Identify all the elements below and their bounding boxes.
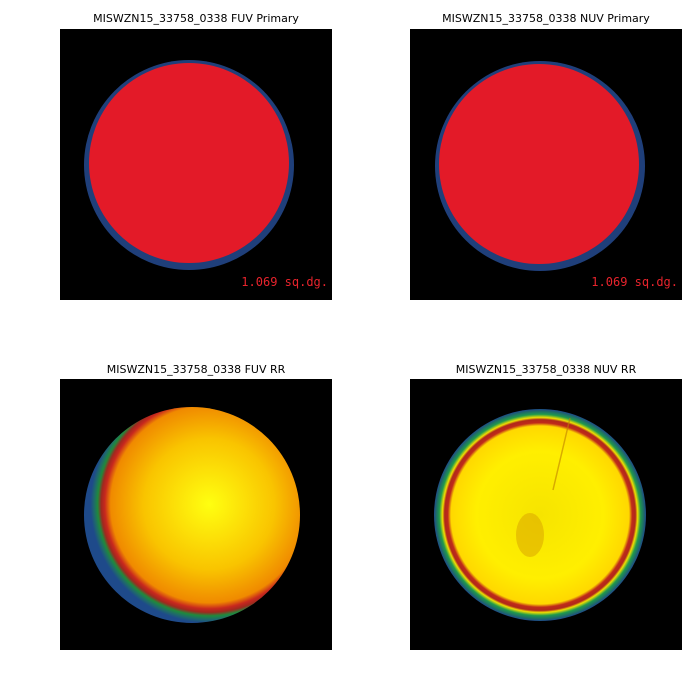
panel: MISWZN15_33758_0338 FUV Primary 1.069 sq… [60, 12, 332, 300]
panel-title: MISWZN15_33758_0338 FUV Primary [93, 12, 299, 25]
artifact [516, 513, 544, 557]
panel-title: MISWZN15_33758_0338 NUV RR [456, 363, 637, 376]
panel: MISWZN15_33758_0338 NUV RR [410, 363, 682, 650]
response-map [434, 409, 646, 621]
panel: MISWZN15_33758_0338 FUV RR [60, 363, 332, 650]
artifact [552, 417, 571, 491]
area-label: 1.069 sq.dg. [591, 275, 678, 289]
panel-title: MISWZN15_33758_0338 FUV RR [107, 363, 286, 376]
response-map [84, 407, 300, 623]
panel: MISWZN15_33758_0338 NUV Primary 1.069 sq… [410, 12, 682, 300]
coverage-area [439, 64, 639, 264]
area-label: 1.069 sq.dg. [241, 275, 328, 289]
coverage-area [89, 63, 289, 263]
panel-title: MISWZN15_33758_0338 NUV Primary [442, 12, 650, 25]
